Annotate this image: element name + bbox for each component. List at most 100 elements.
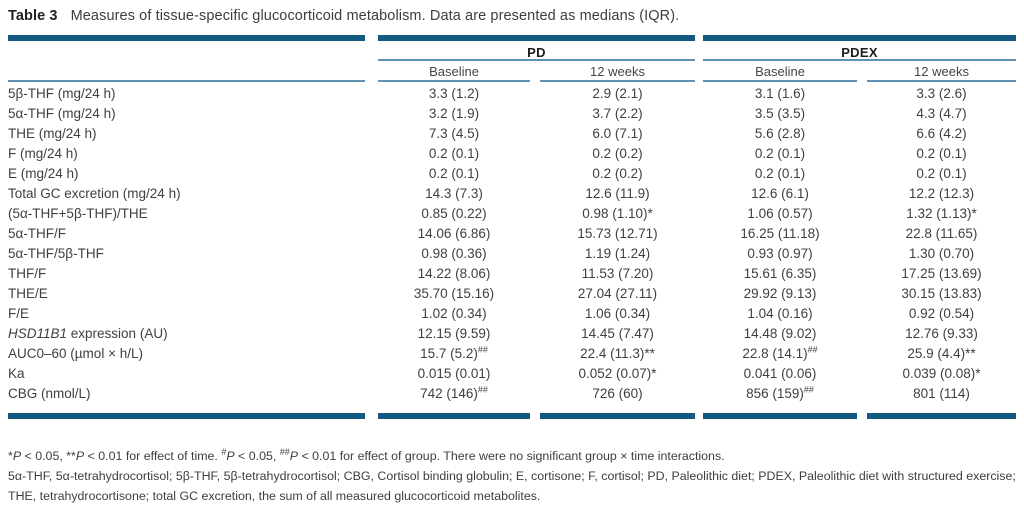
value-cell: 12.6 (6.1) — [751, 186, 809, 201]
table-row: THE/E 35.70 (15.16) 27.04 (27.11) 29.92 (9.… — [8, 284, 1016, 304]
value-cell: 29.92 (9.13) — [743, 286, 817, 301]
subheader-pdex-baseline: Baseline — [703, 61, 857, 82]
bottom-spacer — [8, 404, 1016, 413]
value-cell: 0.2 (0.2) — [592, 166, 643, 181]
value-cell: 22.8 (11.65) — [905, 226, 978, 241]
value-cell: 6.0 (7.1) — [592, 126, 643, 141]
value-cell: 27.04 (27.11) — [577, 286, 658, 301]
row-label: F (mg/24 h) — [8, 146, 78, 161]
row-label: E (mg/24 h) — [8, 166, 79, 181]
table: PD PDEX Baseline 12 weeks Baseline 12 we… — [8, 35, 1016, 419]
group-header-pd: PD — [378, 41, 695, 61]
table-row: 5α-THF/5β-THF 0.98 (0.36) 1.19 (1.24) 0.93 … — [8, 244, 1016, 264]
value-cell: 0.2 (0.1) — [754, 146, 806, 161]
value-cell: 0.2 (0.2) — [592, 146, 643, 161]
row-label: AUC0–60 (µmol × h/L) — [8, 346, 143, 361]
value-cell: 3.5 (3.5) — [754, 106, 806, 121]
value-cell: 0.039 (0.08)* — [902, 366, 981, 381]
value-cell: 3.1 (1.6) — [754, 86, 806, 101]
value-cell: 0.92 (0.54) — [908, 306, 975, 321]
value-cell: 15.61 (6.35) — [743, 266, 817, 281]
value-cell: 11.53 (7.20) — [581, 266, 654, 281]
value-cell: 0.93 (0.97) — [747, 246, 813, 261]
table-caption-text: Measures of tissue-specific glucocortico… — [70, 8, 680, 24]
table-row: (5α-THF+5β-THF)/THE 0.85 (0.22) 0.98 (1.10… — [8, 204, 1016, 224]
row-label: 5α-THF/F — [8, 226, 67, 241]
value-cell: 14.3 (7.3) — [425, 186, 483, 201]
table-row: THF/F 14.22 (8.06) 11.53 (7.20) 15.61 (6.35… — [8, 264, 1016, 284]
value-cell: 1.30 (0.70) — [908, 246, 975, 261]
row-label: Ka — [8, 366, 25, 381]
table-row: 5α-THF/F 14.06 (6.86) 15.73 (12.71) 16.25 (… — [8, 224, 1016, 244]
value-cell: 22.4 (11.3)** — [580, 346, 655, 361]
value-cell: 30.15 (13.83) — [901, 286, 982, 301]
value-cell: 0.052 (0.07)* — [578, 366, 657, 381]
value-cell: 742 (146)## — [420, 384, 488, 401]
subheader-label-spacer — [8, 61, 365, 82]
value-cell: 12.2 (12.3) — [908, 186, 975, 201]
value-cell: 0.2 (0.1) — [428, 166, 480, 181]
row-label: 5β-THF (mg/24 h) — [8, 86, 116, 101]
value-cell: 0.2 (0.1) — [754, 166, 806, 181]
value-cell: 3.2 (1.9) — [428, 106, 480, 121]
group-header-pdex: PDEX — [703, 41, 1016, 61]
row-label: 5α-THF (mg/24 h) — [8, 106, 116, 121]
rule-segment-pdex-12weeks — [867, 413, 1016, 419]
subheader-pd-12weeks: 12 weeks — [540, 61, 695, 82]
value-cell: 22.8 (14.1)## — [742, 344, 818, 361]
value-cell: 1.19 (1.24) — [584, 246, 651, 261]
value-cell: 12.15 (9.59) — [417, 326, 491, 341]
rule-segment-pd — [378, 35, 695, 41]
row-label: F/E — [8, 306, 30, 321]
row-label: THE/E — [8, 286, 48, 301]
value-cell: 856 (159)## — [746, 384, 814, 401]
value-cell: 15.73 (12.71) — [577, 226, 658, 241]
value-cell: 14.48 (9.02) — [743, 326, 817, 341]
subheader-pdex-12weeks: 12 weeks — [867, 61, 1016, 82]
rule-segment-pdex — [703, 35, 1016, 41]
value-cell: 12.6 (11.9) — [585, 186, 650, 201]
value-cell: 1.04 (0.16) — [747, 306, 813, 321]
value-cell: 3.7 (2.2) — [592, 106, 643, 121]
table-number: Table 3 — [8, 8, 58, 24]
table-top-rule — [8, 35, 1016, 41]
rule-segment-pdex-baseline — [703, 413, 857, 419]
row-label: (5α-THF+5β-THF)/THE — [8, 206, 148, 221]
value-cell: 2.9 (2.1) — [592, 86, 643, 101]
row-label: THE (mg/24 h) — [8, 126, 97, 141]
value-cell: 12.76 (9.33) — [905, 326, 978, 341]
table-row: CBG (nmol/L) 742 (146)## 726 (60) 856 (159)… — [8, 384, 1016, 404]
value-cell: 4.3 (4.7) — [916, 106, 967, 121]
row-label: Total GC excretion (mg/24 h) — [8, 186, 181, 201]
value-cell: 0.2 (0.1) — [916, 166, 967, 181]
value-cell: 801 (114) — [913, 386, 970, 401]
table-footnotes: *P < 0.05, **P < 0.01 for effect of time… — [8, 446, 1016, 506]
table-row: E (mg/24 h) 0.2 (0.1) 0.2 (0.2) 0.2 (0.1) 0.… — [8, 164, 1016, 184]
value-cell: 0.2 (0.1) — [916, 146, 967, 161]
table-row: Total GC excretion (mg/24 h) 14.3 (7.3) 12… — [8, 184, 1016, 204]
table-body: 5β-THF (mg/24 h) 3.3 (1.2) 2.9 (2.1) 3.1 (1… — [8, 84, 1016, 404]
value-cell: 0.015 (0.01) — [417, 366, 491, 381]
value-cell: 5.6 (2.8) — [754, 126, 806, 141]
value-cell: 1.06 (0.34) — [584, 306, 651, 321]
table-row: Ka 0.015 (0.01) 0.052 (0.07)* 0.041 (0.06) 0… — [8, 364, 1016, 384]
table-row: THE (mg/24 h) 7.3 (4.5) 6.0 (7.1) 5.6 (2.8)… — [8, 124, 1016, 144]
row-label: THF/F — [8, 266, 47, 281]
value-cell: 35.70 (15.16) — [413, 286, 495, 301]
value-cell: 0.041 (0.06) — [743, 366, 817, 381]
value-cell: 14.45 (7.47) — [581, 326, 654, 341]
value-cell: 1.06 (0.57) — [747, 206, 813, 221]
table-row: F/E 1.02 (0.34) 1.06 (0.34) 1.04 (0.16) 0.92… — [8, 304, 1016, 324]
rule-segment-pd-baseline — [378, 413, 530, 419]
value-cell: 0.98 (1.10)* — [582, 206, 653, 221]
table-row: 5α-THF (mg/24 h) 3.2 (1.9) 3.7 (2.2) 3.5 (3… — [8, 104, 1016, 124]
table-row: AUC0–60 (µmol × h/L) 15.7 (5.2)## 22.4 (11… — [8, 344, 1016, 364]
value-cell: 3.3 (1.2) — [428, 86, 480, 101]
value-cell: 0.98 (0.36) — [421, 246, 487, 261]
table-row: 5β-THF (mg/24 h) 3.3 (1.2) 2.9 (2.1) 3.1 (1… — [8, 84, 1016, 104]
value-cell: 1.32 (1.13)* — [906, 206, 977, 221]
value-cell: 14.22 (8.06) — [417, 266, 491, 281]
value-cell: 3.3 (2.6) — [916, 86, 967, 101]
value-cell: 17.25 (13.69) — [901, 266, 982, 281]
value-cell: 0.85 (0.22) — [421, 206, 487, 221]
